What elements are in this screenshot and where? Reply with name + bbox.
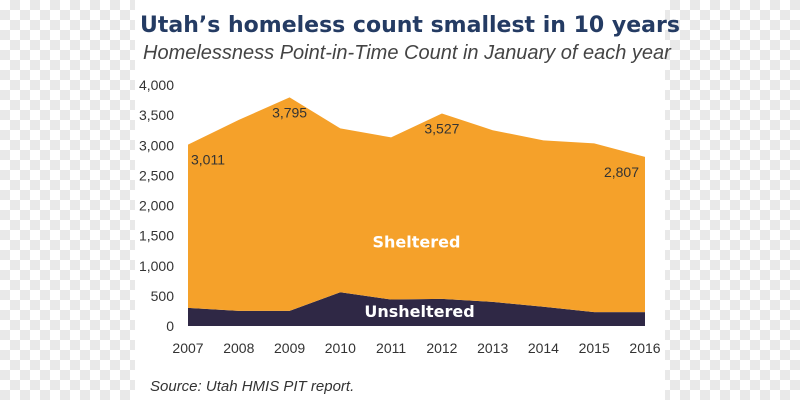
y-axis: 0 500 1,000 1,500 2,000 2,500 3,000 3,500 4,000 [139,77,174,334]
y-tick-label: 3,000 [139,137,174,153]
y-tick-label: 500 [151,288,175,304]
x-tick-label: 2014 [528,340,559,356]
y-tick-label: 0 [166,318,174,334]
x-tick-label: 2007 [172,340,203,356]
series-label-sheltered: Sheltered [373,233,461,252]
x-tick-label: 2009 [274,340,305,356]
series-label-unsheltered: Unsheltered [364,302,474,321]
y-tick-label: 1,500 [139,228,174,244]
x-tick-label: 2013 [477,340,508,356]
y-tick-label: 1,000 [139,258,174,274]
data-label: 3,527 [424,121,459,137]
y-tick-label: 2,000 [139,198,174,214]
data-labels: 3,011 3,795 3,527 2,807 [191,104,639,179]
x-axis: 2007 2008 2009 2010 2011 2012 2013 2014 2015 2016 [172,340,660,356]
chart-subtitle: Homelessness Point-in-Time Count in Janu… [143,42,672,64]
y-tick-label: 4,000 [139,77,174,93]
x-tick-label: 2016 [629,340,660,356]
x-tick-label: 2008 [223,340,254,356]
plot-area [188,97,645,326]
x-tick-label: 2015 [579,340,610,356]
area-sheltered [188,97,645,313]
data-label: 3,011 [191,152,225,168]
area-unsheltered [188,292,645,326]
chart-title: Utah’s homeless count smallest in 10 yea… [140,13,680,38]
source-note: Source: Utah HMIS PIT report. [150,378,354,395]
y-tick-label: 3,500 [139,107,174,123]
y-tick-label: 2,500 [139,167,174,183]
x-tick-label: 2011 [376,340,406,356]
x-tick-label: 2010 [325,340,356,356]
x-tick-label: 2012 [426,340,457,356]
series-labels: Sheltered Unsheltered [364,233,474,321]
data-label: 3,795 [272,104,307,120]
data-label: 2,807 [604,164,639,180]
